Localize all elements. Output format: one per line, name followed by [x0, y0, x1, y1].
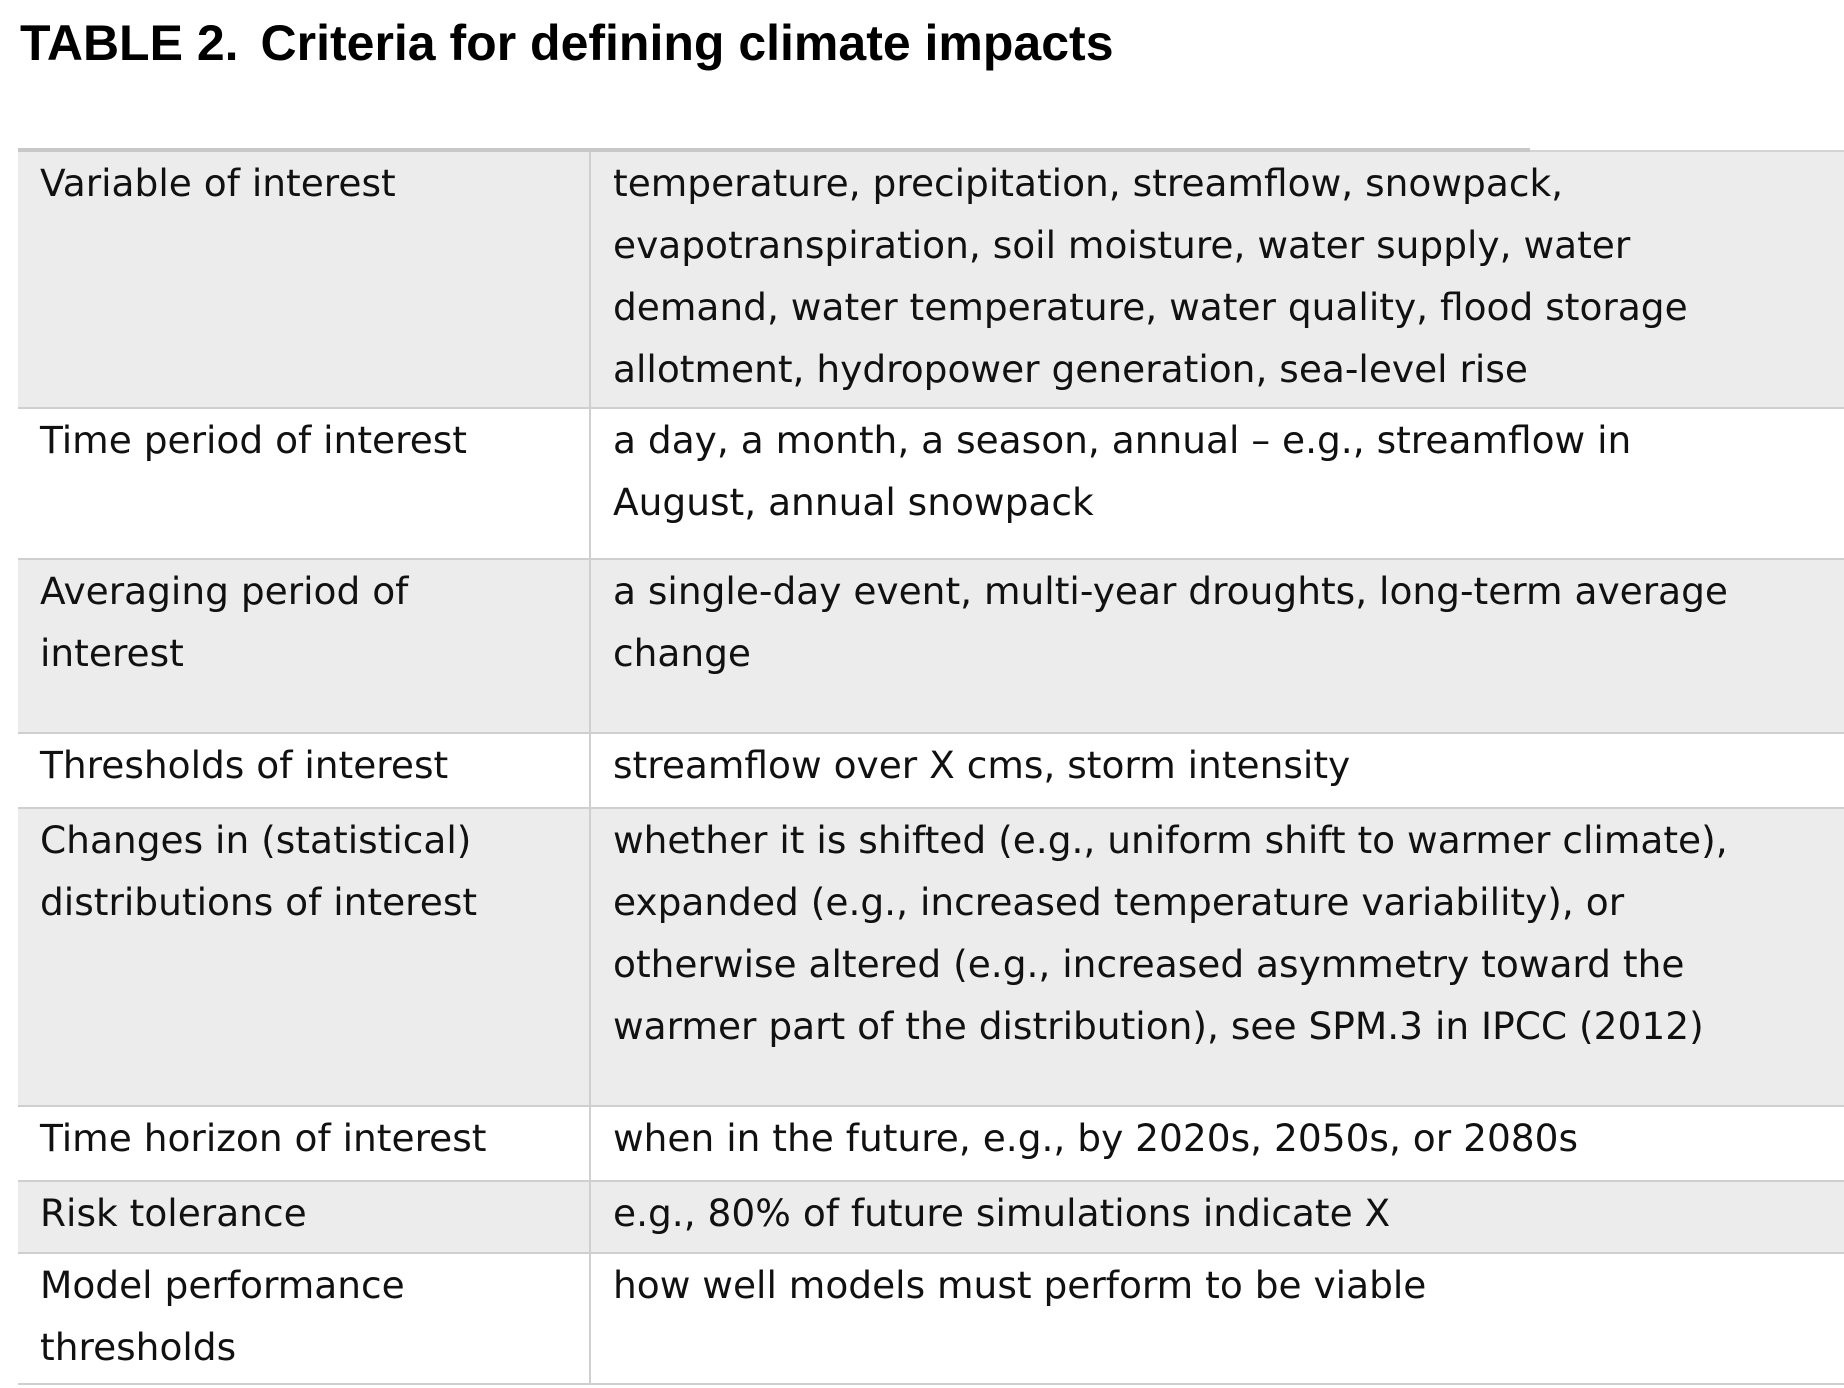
- examples-cell: whether it is shifted (e.g., uniform shi…: [590, 808, 1844, 1107]
- examples-text: how well models must perform to be viabl…: [613, 1263, 1427, 1307]
- criterion-text: Changes in (statistical) distributions o…: [40, 818, 478, 924]
- criterion-text: Time horizon of interest: [40, 1116, 487, 1160]
- criterion-cell: Variable of interest: [18, 152, 591, 409]
- criterion-cell: Changes in (statistical) distributions o…: [18, 808, 591, 1107]
- criterion-text: Risk tolerance: [40, 1191, 307, 1235]
- examples-text: streamflow over X cms, storm intensity: [613, 743, 1351, 787]
- table-top-rule: [18, 148, 1530, 154]
- criterion-cell: Risk tolerance: [18, 1181, 591, 1254]
- examples-cell: temperature, precipitation, streamflow, …: [590, 152, 1844, 409]
- examples-cell: a day, a month, a season, annual – e.g.,…: [590, 408, 1844, 560]
- criterion-cell: Averaging period of interest: [18, 559, 591, 734]
- table-row: Time period of interest a day, a month, …: [18, 408, 1844, 560]
- criterion-text: Thresholds of interest: [40, 743, 449, 787]
- table-row: Time horizon of interest when in the fut…: [18, 1106, 1844, 1182]
- criterion-cell: Thresholds of interest: [18, 733, 591, 809]
- table-number: TABLE 2.: [20, 15, 239, 71]
- table-row: Changes in (statistical) distributions o…: [18, 808, 1844, 1107]
- examples-text: temperature, precipitation, streamflow, …: [613, 161, 1688, 391]
- table-title: Criteria for defining climate impacts: [260, 15, 1114, 71]
- table-row: Variable of interest temperature, precip…: [18, 152, 1844, 409]
- table-row: Model performance thresholds how well mo…: [18, 1253, 1844, 1385]
- criteria-table: Variable of interest temperature, precip…: [18, 152, 1844, 1385]
- examples-text: when in the future, e.g., by 2020s, 2050…: [613, 1116, 1579, 1160]
- examples-cell: a single-day event, multi-year droughts,…: [590, 559, 1844, 734]
- criterion-text: Model performance thresholds: [40, 1263, 405, 1369]
- criterion-cell: Time horizon of interest: [18, 1106, 591, 1182]
- table-caption: TABLE 2. Criteria for defining climate im…: [20, 14, 1114, 72]
- table-row: Thresholds of interest streamflow over X…: [18, 733, 1844, 809]
- table-row: Risk tolerance e.g., 80% of future simul…: [18, 1181, 1844, 1254]
- examples-cell: e.g., 80% of future simulations indicate…: [590, 1181, 1844, 1254]
- table-row: Averaging period of interest a single-da…: [18, 559, 1844, 734]
- table-top-rule-thin: [1530, 150, 1844, 152]
- examples-text: a single-day event, multi-year droughts,…: [613, 569, 1729, 675]
- examples-text: a day, a month, a season, annual – e.g.,…: [613, 418, 1632, 524]
- examples-cell: how well models must perform to be viabl…: [590, 1253, 1844, 1385]
- criterion-text: Averaging period of interest: [40, 569, 409, 675]
- examples-text: whether it is shifted (e.g., uniform shi…: [613, 818, 1728, 1048]
- criterion-text: Time period of interest: [40, 418, 468, 462]
- examples-cell: when in the future, e.g., by 2020s, 2050…: [590, 1106, 1844, 1182]
- examples-cell: streamflow over X cms, storm intensity: [590, 733, 1844, 809]
- criterion-cell: Model performance thresholds: [18, 1253, 591, 1385]
- criterion-cell: Time period of interest: [18, 408, 591, 560]
- examples-text: e.g., 80% of future simulations indicate…: [613, 1191, 1391, 1235]
- criterion-text: Variable of interest: [40, 161, 396, 205]
